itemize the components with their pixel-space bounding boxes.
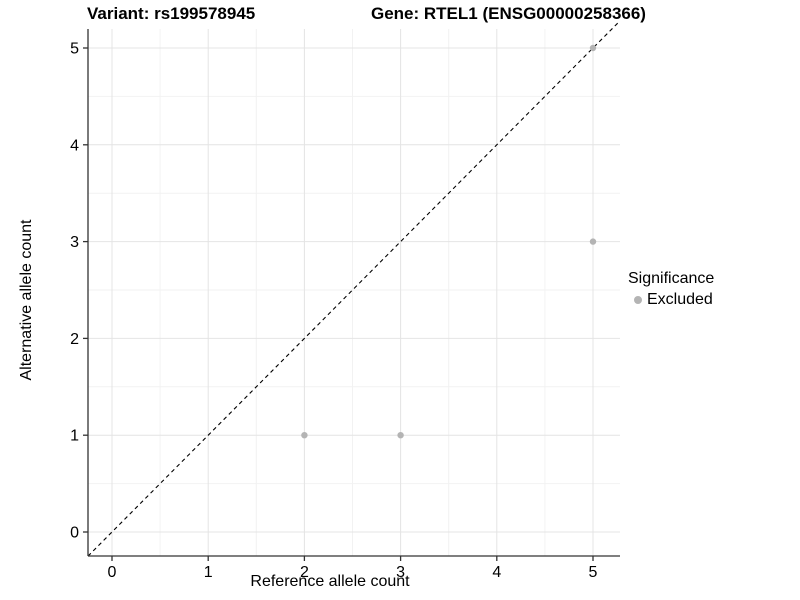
- legend-item-label: Excluded: [647, 291, 713, 308]
- legend-title: Significance: [628, 270, 715, 287]
- data-point: [301, 432, 308, 439]
- data-point: [589, 44, 597, 52]
- x-tick-label: 2: [300, 564, 309, 581]
- x-tick-label: 1: [204, 564, 213, 581]
- x-axis-title: Reference allele count: [250, 573, 410, 590]
- x-tick-label: 3: [396, 564, 405, 581]
- x-tick-label: 4: [492, 564, 501, 581]
- variant-title: Variant: rs199578945: [87, 4, 256, 23]
- y-tick-label: 4: [70, 137, 79, 154]
- x-tick-label: 5: [589, 564, 598, 581]
- x-tick-label: 0: [108, 564, 117, 581]
- excluded-point-icon: [634, 296, 642, 304]
- y-tick-label: 2: [70, 331, 79, 348]
- y-tick-label: 0: [70, 525, 79, 542]
- y-axis-title: Alternative allele count: [18, 219, 35, 381]
- gene-title: Gene: RTEL1 (ENSG00000258366): [371, 4, 646, 23]
- data-point: [397, 432, 404, 439]
- legend: Significance Excluded: [628, 270, 714, 309]
- y-tick-label: 5: [70, 41, 79, 58]
- y-tick-label: 3: [70, 234, 79, 251]
- legend-item-excluded: Excluded: [628, 291, 714, 309]
- y-tick-label: 1: [70, 428, 79, 445]
- data-point: [589, 238, 597, 245]
